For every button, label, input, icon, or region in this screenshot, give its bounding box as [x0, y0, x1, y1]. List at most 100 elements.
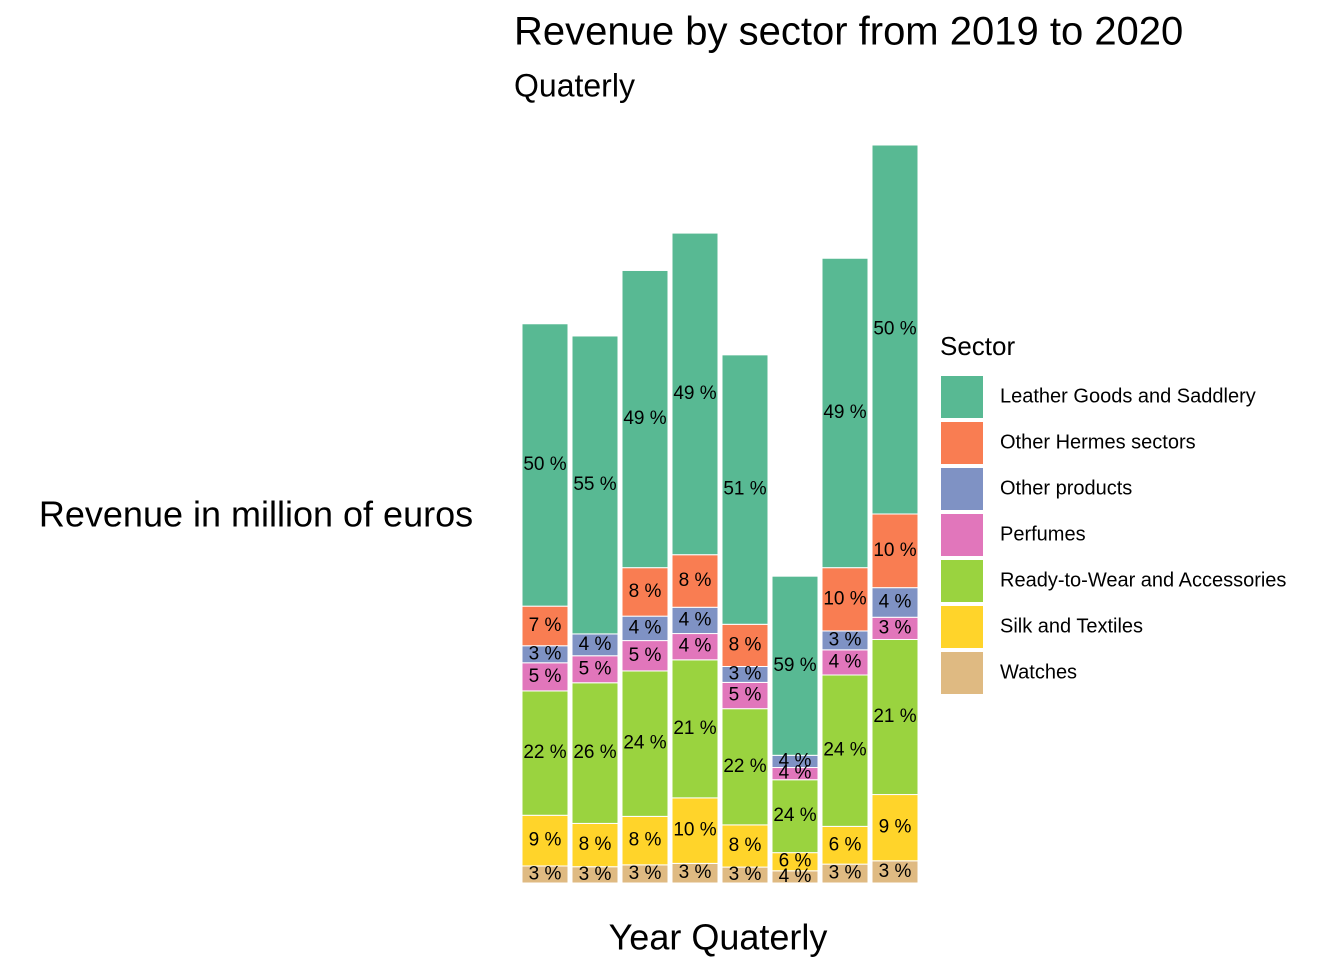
- bar-segment: [621, 815, 669, 866]
- bar-segment: [671, 659, 719, 799]
- data-label: 55 %: [573, 474, 616, 495]
- data-label: 49 %: [623, 408, 666, 429]
- data-label: 4 %: [679, 609, 712, 630]
- bar-segment: [521, 662, 569, 692]
- data-label: 8 %: [629, 581, 662, 602]
- data-label: 3 %: [879, 861, 912, 882]
- data-label: 4 %: [779, 750, 812, 771]
- data-label: 5 %: [629, 645, 662, 666]
- legend-label: Watches: [1000, 661, 1077, 683]
- data-label: 8 %: [679, 570, 712, 591]
- data-label: 6 %: [779, 851, 812, 872]
- data-label: 4 %: [779, 866, 812, 887]
- y-axis-title: Revenue in million of euros: [39, 494, 473, 535]
- data-label: 59 %: [773, 655, 816, 676]
- data-label: 9 %: [529, 830, 562, 851]
- data-label: 49 %: [673, 383, 716, 404]
- bar-segment: [821, 649, 869, 676]
- data-label: 8 %: [729, 835, 762, 856]
- bar-segment: [671, 797, 719, 864]
- bar-segment: [721, 708, 769, 826]
- legend-key: [941, 514, 983, 556]
- data-label: 3 %: [679, 862, 712, 883]
- bar-segment: [621, 269, 669, 569]
- data-label: 3 %: [729, 864, 762, 885]
- data-label: 6 %: [829, 834, 862, 855]
- data-label: 10 %: [673, 820, 716, 841]
- data-label: 22 %: [723, 756, 766, 777]
- bar-segment: [721, 681, 769, 710]
- data-label: 3 %: [829, 863, 862, 884]
- data-label: 24 %: [623, 733, 666, 754]
- bar-segment: [621, 640, 669, 672]
- data-label: 26 %: [573, 742, 616, 763]
- bar-segment: [721, 623, 769, 667]
- bar-segment: [821, 567, 869, 632]
- data-label: 4 %: [829, 651, 862, 672]
- data-label: 10 %: [823, 588, 866, 609]
- data-label: 8 %: [579, 834, 612, 855]
- bar-segment: [871, 144, 919, 515]
- data-label: 4 %: [879, 591, 912, 612]
- bar-segment: [821, 257, 869, 569]
- data-label: 3 %: [579, 864, 612, 885]
- legend-key: [941, 560, 983, 602]
- data-label: 22 %: [523, 742, 566, 763]
- data-label: 3 %: [529, 643, 562, 664]
- chart-subtitle: Quaterly: [514, 67, 635, 103]
- legend-title: Sector: [940, 331, 1015, 361]
- data-label: 9 %: [879, 817, 912, 838]
- bar-segment: [621, 615, 669, 642]
- legend-label: Silk and Textiles: [1000, 615, 1143, 637]
- data-label: 21 %: [873, 706, 916, 727]
- data-label: 3 %: [879, 617, 912, 638]
- data-label: 5 %: [529, 666, 562, 687]
- bar-segment: [671, 606, 719, 635]
- bar-segment: [771, 779, 819, 854]
- bar-segment: [721, 824, 769, 868]
- bar-segment: [621, 670, 669, 817]
- legend-key: [941, 422, 983, 464]
- bar-segment: [671, 554, 719, 608]
- legend-key: [941, 652, 983, 694]
- data-label: 4 %: [629, 617, 662, 638]
- data-label: 4 %: [779, 763, 812, 784]
- data-label: 50 %: [873, 319, 916, 340]
- chart-title: Revenue by sector from 2019 to 2020: [514, 10, 1183, 54]
- bar-segment: [821, 825, 869, 865]
- bar-segment: [571, 335, 619, 635]
- data-label: 3 %: [529, 864, 562, 885]
- bar-segment: [521, 323, 569, 607]
- data-label: 24 %: [823, 740, 866, 761]
- data-label: 10 %: [873, 540, 916, 561]
- bar-segment: [871, 587, 919, 618]
- data-label: 5 %: [579, 658, 612, 679]
- bar-segment: [721, 354, 769, 625]
- data-label: 51 %: [723, 479, 766, 500]
- legend-label: Other products: [1000, 477, 1132, 499]
- data-label: 4 %: [679, 636, 712, 657]
- legend-key: [941, 468, 983, 510]
- data-label: 50 %: [523, 454, 566, 475]
- data-label: 21 %: [673, 718, 716, 739]
- data-label: 4 %: [579, 634, 612, 655]
- bar-segment: [821, 674, 869, 827]
- data-label: 8 %: [629, 830, 662, 851]
- bar-segment: [621, 567, 669, 617]
- data-label: 49 %: [823, 402, 866, 423]
- data-label: 3 %: [829, 629, 862, 650]
- data-label: 8 %: [729, 634, 762, 655]
- bar-segment: [571, 822, 619, 868]
- legend-label: Other Hermes sectors: [1000, 431, 1196, 453]
- bar-segment: [871, 513, 919, 589]
- bar-segment: [521, 814, 569, 867]
- bar-segment: [671, 232, 719, 556]
- data-label: 24 %: [773, 805, 816, 826]
- legend-label: Perfumes: [1000, 523, 1086, 545]
- bar-segment: [771, 575, 819, 756]
- data-label: 3 %: [729, 663, 762, 684]
- bar-segment: [571, 655, 619, 684]
- legend-key: [941, 606, 983, 648]
- x-axis-title: Year Quaterly: [609, 917, 828, 958]
